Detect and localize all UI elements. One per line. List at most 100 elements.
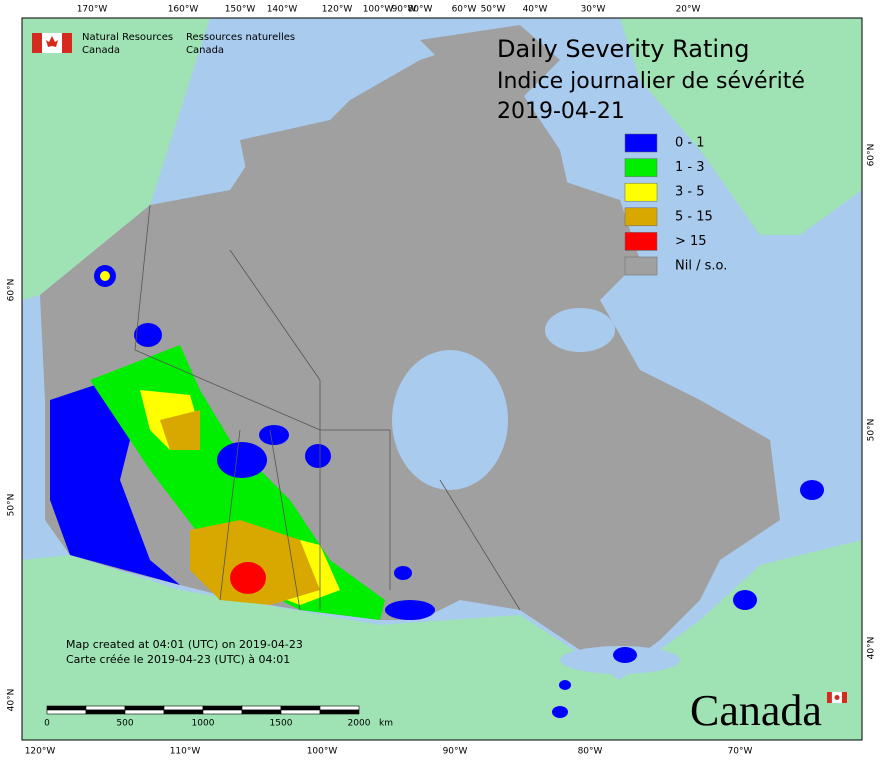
longitude-label: 80°W: [578, 747, 603, 757]
longitude-label: 120°W: [25, 747, 56, 757]
longitude-label: 90°W: [392, 5, 417, 15]
maple-leaf: [834, 695, 840, 700]
legend-swatch: [624, 256, 658, 276]
legend-label: 3 - 5: [675, 185, 705, 200]
severity-area: [134, 323, 162, 347]
subtitle: Indice journalier de sévérité: [497, 69, 805, 94]
strait: [545, 308, 615, 352]
scale-segment: [124, 705, 165, 711]
scale-label: 500: [116, 719, 133, 729]
scale-label: 0: [44, 719, 50, 729]
borders: [134, 204, 521, 611]
scale-segment: [124, 709, 165, 715]
severity-area: [190, 520, 320, 605]
flag-bar: [62, 33, 72, 53]
longitude-label: 90°W: [443, 747, 468, 757]
territory-border: [229, 249, 321, 610]
severity-area: [385, 600, 435, 620]
flag-bar: [827, 692, 832, 703]
severity-area: [100, 271, 110, 281]
scale-label: 1000: [192, 719, 215, 729]
wordmark: Canada: [690, 686, 822, 735]
longitude-label: 140°W: [267, 5, 298, 15]
severity-areas: [50, 265, 824, 718]
united-states: [22, 540, 862, 740]
scale-label: 2000: [348, 719, 371, 729]
flag-bar: [32, 33, 42, 53]
map-frame: [21, 17, 863, 741]
legend-swatch: [624, 207, 658, 227]
maple-leaf: [46, 36, 58, 47]
agency-fr: Canada: [186, 45, 224, 56]
legend-swatch: [624, 158, 658, 177]
scale-segment: [46, 709, 87, 715]
alaska: [22, 18, 210, 300]
scale-segment: [85, 705, 126, 711]
latitude-label: 50°N: [867, 419, 877, 442]
severity-area: [733, 590, 757, 610]
severity-area: [217, 442, 267, 478]
arctic-island: [240, 120, 360, 200]
severity-area: [613, 647, 637, 663]
latitude-label: 50°N: [7, 494, 17, 517]
legend-swatch: [624, 232, 658, 251]
longitude-label: 120°W: [322, 5, 353, 15]
province-border: [269, 429, 301, 611]
legend-label: 0 - 1: [675, 136, 705, 151]
scale-segment: [241, 709, 282, 715]
greenland: [620, 18, 862, 235]
longitude-label: 100°W: [363, 5, 394, 15]
wordmark-flag: [827, 691, 847, 704]
scale-segment: [163, 709, 204, 715]
legend-label: 1 - 3: [675, 160, 705, 175]
longitude-label: 150°W: [225, 5, 256, 15]
severity-area: [230, 562, 266, 594]
baffin-island: [560, 180, 640, 300]
hudson-bay: [392, 350, 508, 490]
scale-segment: [319, 705, 360, 711]
scale-segment: [241, 705, 282, 711]
longitude-label: 80°W: [408, 5, 433, 15]
latitude-label: 40°N: [867, 637, 877, 660]
longitude-label: 40°W: [523, 5, 548, 15]
severity-area: [305, 444, 331, 468]
severity-area: [800, 480, 824, 500]
legend-label: 5 - 15: [675, 209, 713, 224]
legend-swatch: [624, 182, 658, 202]
agency-fr: Ressources naturelles: [186, 32, 295, 43]
scale-segment: [202, 709, 243, 715]
longitude-label: 160°W: [168, 5, 199, 15]
scale-segment: [46, 705, 87, 711]
date: 2019-04-21: [497, 99, 625, 124]
severity-area: [394, 566, 412, 580]
severity-area: [160, 410, 200, 450]
latitude-label: 60°N: [867, 144, 877, 167]
longitude-label: 110°W: [170, 747, 201, 757]
scale-segment: [85, 709, 126, 715]
agency-en: Canada: [82, 45, 120, 56]
arctic-island: [420, 25, 560, 100]
province-border: [219, 429, 241, 601]
scale-segment: [163, 705, 204, 711]
scale-label: 1500: [270, 719, 293, 729]
scale-unit: km: [379, 719, 393, 729]
legend-label: Nil / s.o.: [675, 259, 727, 274]
agency-logo: Natural Resources Canada Ressources natu…: [32, 32, 295, 56]
flag-bar: [842, 692, 847, 703]
note: Carte créée le 2019-04-23 (UTC) à 04:01: [66, 653, 290, 666]
scale-segment: [280, 705, 321, 711]
severity-area: [552, 706, 568, 718]
scale-segment: [280, 709, 321, 715]
longitude-label: 60°W: [452, 5, 477, 15]
longitude-label: 100°W: [307, 747, 338, 757]
latitude-label: 40°N: [7, 689, 17, 712]
legend-swatch: [624, 133, 658, 153]
severity-area: [259, 425, 289, 445]
longitude-label: 20°W: [676, 5, 701, 15]
title: Daily Severity Rating: [497, 35, 749, 63]
note: Map created at 04:01 (UTC) on 2019-04-23: [66, 638, 303, 651]
agency-en: Natural Resources: [82, 32, 173, 43]
latitude-label: 60°N: [7, 279, 17, 302]
